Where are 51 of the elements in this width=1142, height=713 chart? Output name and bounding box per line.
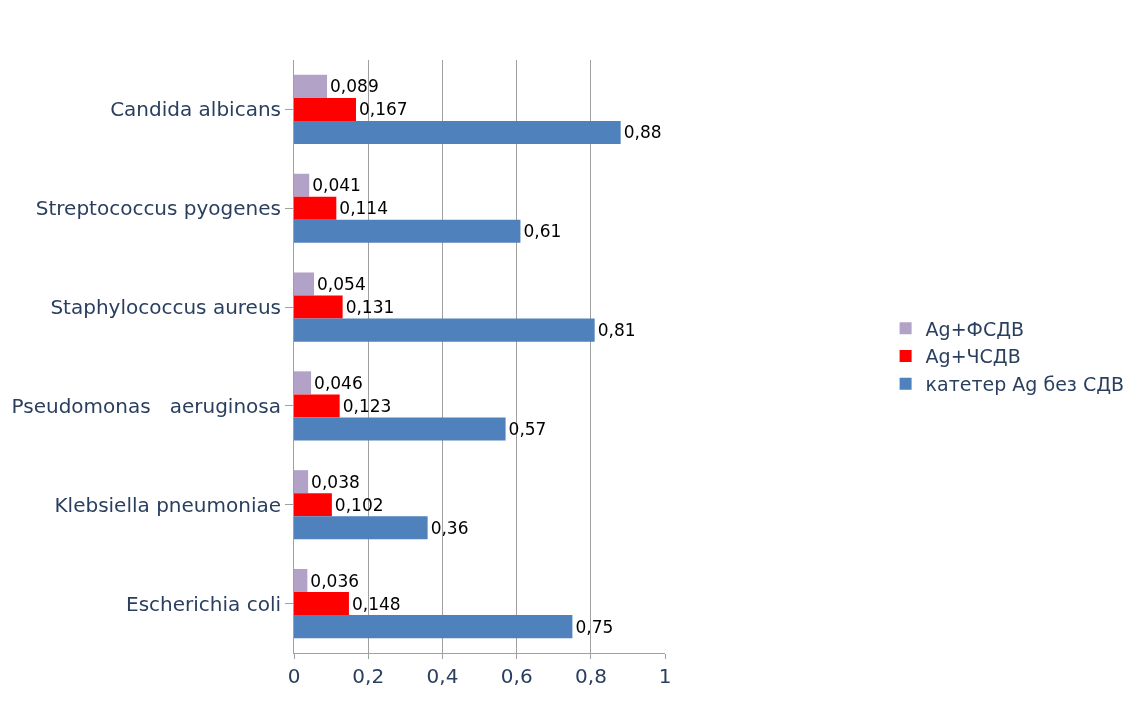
bar [294, 318, 595, 342]
data-label: 0,36 [430, 517, 469, 538]
bar [294, 417, 506, 441]
bar [294, 196, 337, 220]
x-tick-label: 0,6 [500, 664, 533, 688]
data-label: 0,114 [339, 198, 388, 219]
data-label: 0,036 [310, 570, 360, 591]
data-label: 0,167 [358, 99, 408, 120]
y-tick-label: Staphylococcus aureus [50, 295, 281, 320]
y-tick-label: Escherichia coli [126, 591, 281, 616]
bar [294, 470, 309, 494]
bar [294, 120, 621, 145]
data-label: 0,131 [345, 297, 395, 318]
x-tick-label: 0,2 [352, 664, 385, 688]
legend-label: Ag+ЧСДВ [925, 345, 1021, 368]
x-tick-label: 0 [287, 664, 301, 688]
x-tick-label: 0,8 [575, 664, 607, 688]
data-label: 0,041 [312, 175, 361, 196]
data-label: 0,81 [597, 320, 636, 341]
bar [294, 493, 332, 517]
y-tick-label: Streptococcus pyogenes [35, 196, 281, 221]
legend-label: катетер Ag без СДВ [925, 373, 1125, 396]
data-label: 0,089 [330, 76, 379, 97]
bar [294, 272, 315, 296]
bar [294, 394, 340, 418]
data-label: 0,75 [575, 616, 614, 637]
bar [294, 615, 573, 639]
bar [294, 97, 356, 121]
y-tick-label: Candida albicans [110, 97, 281, 122]
y-tick-label: Klebsiella pneumoniae [54, 492, 281, 517]
bar [294, 219, 521, 243]
data-label: 0,054 [317, 274, 366, 295]
data-label: 0,046 [314, 372, 363, 393]
legend-label: Ag+ФСДВ [925, 317, 1025, 340]
data-label: 0,123 [342, 395, 392, 416]
data-label: 0,57 [508, 418, 547, 439]
bar [294, 74, 328, 98]
bar [294, 592, 349, 616]
bar [294, 173, 310, 197]
data-label: 0,61 [523, 221, 562, 242]
bar [294, 371, 312, 395]
y-tick-label: Pseudomonas aeruginosa [11, 393, 281, 418]
bar [294, 516, 428, 540]
bar [294, 568, 308, 593]
data-label: 0,88 [623, 122, 662, 143]
x-tick-label: 0,4 [426, 664, 459, 688]
data-label: 0,148 [351, 593, 401, 614]
x-tick-label: 1 [658, 664, 672, 688]
data-label: 0,102 [334, 494, 384, 515]
bar [294, 295, 343, 319]
data-label: 0,038 [311, 471, 360, 492]
